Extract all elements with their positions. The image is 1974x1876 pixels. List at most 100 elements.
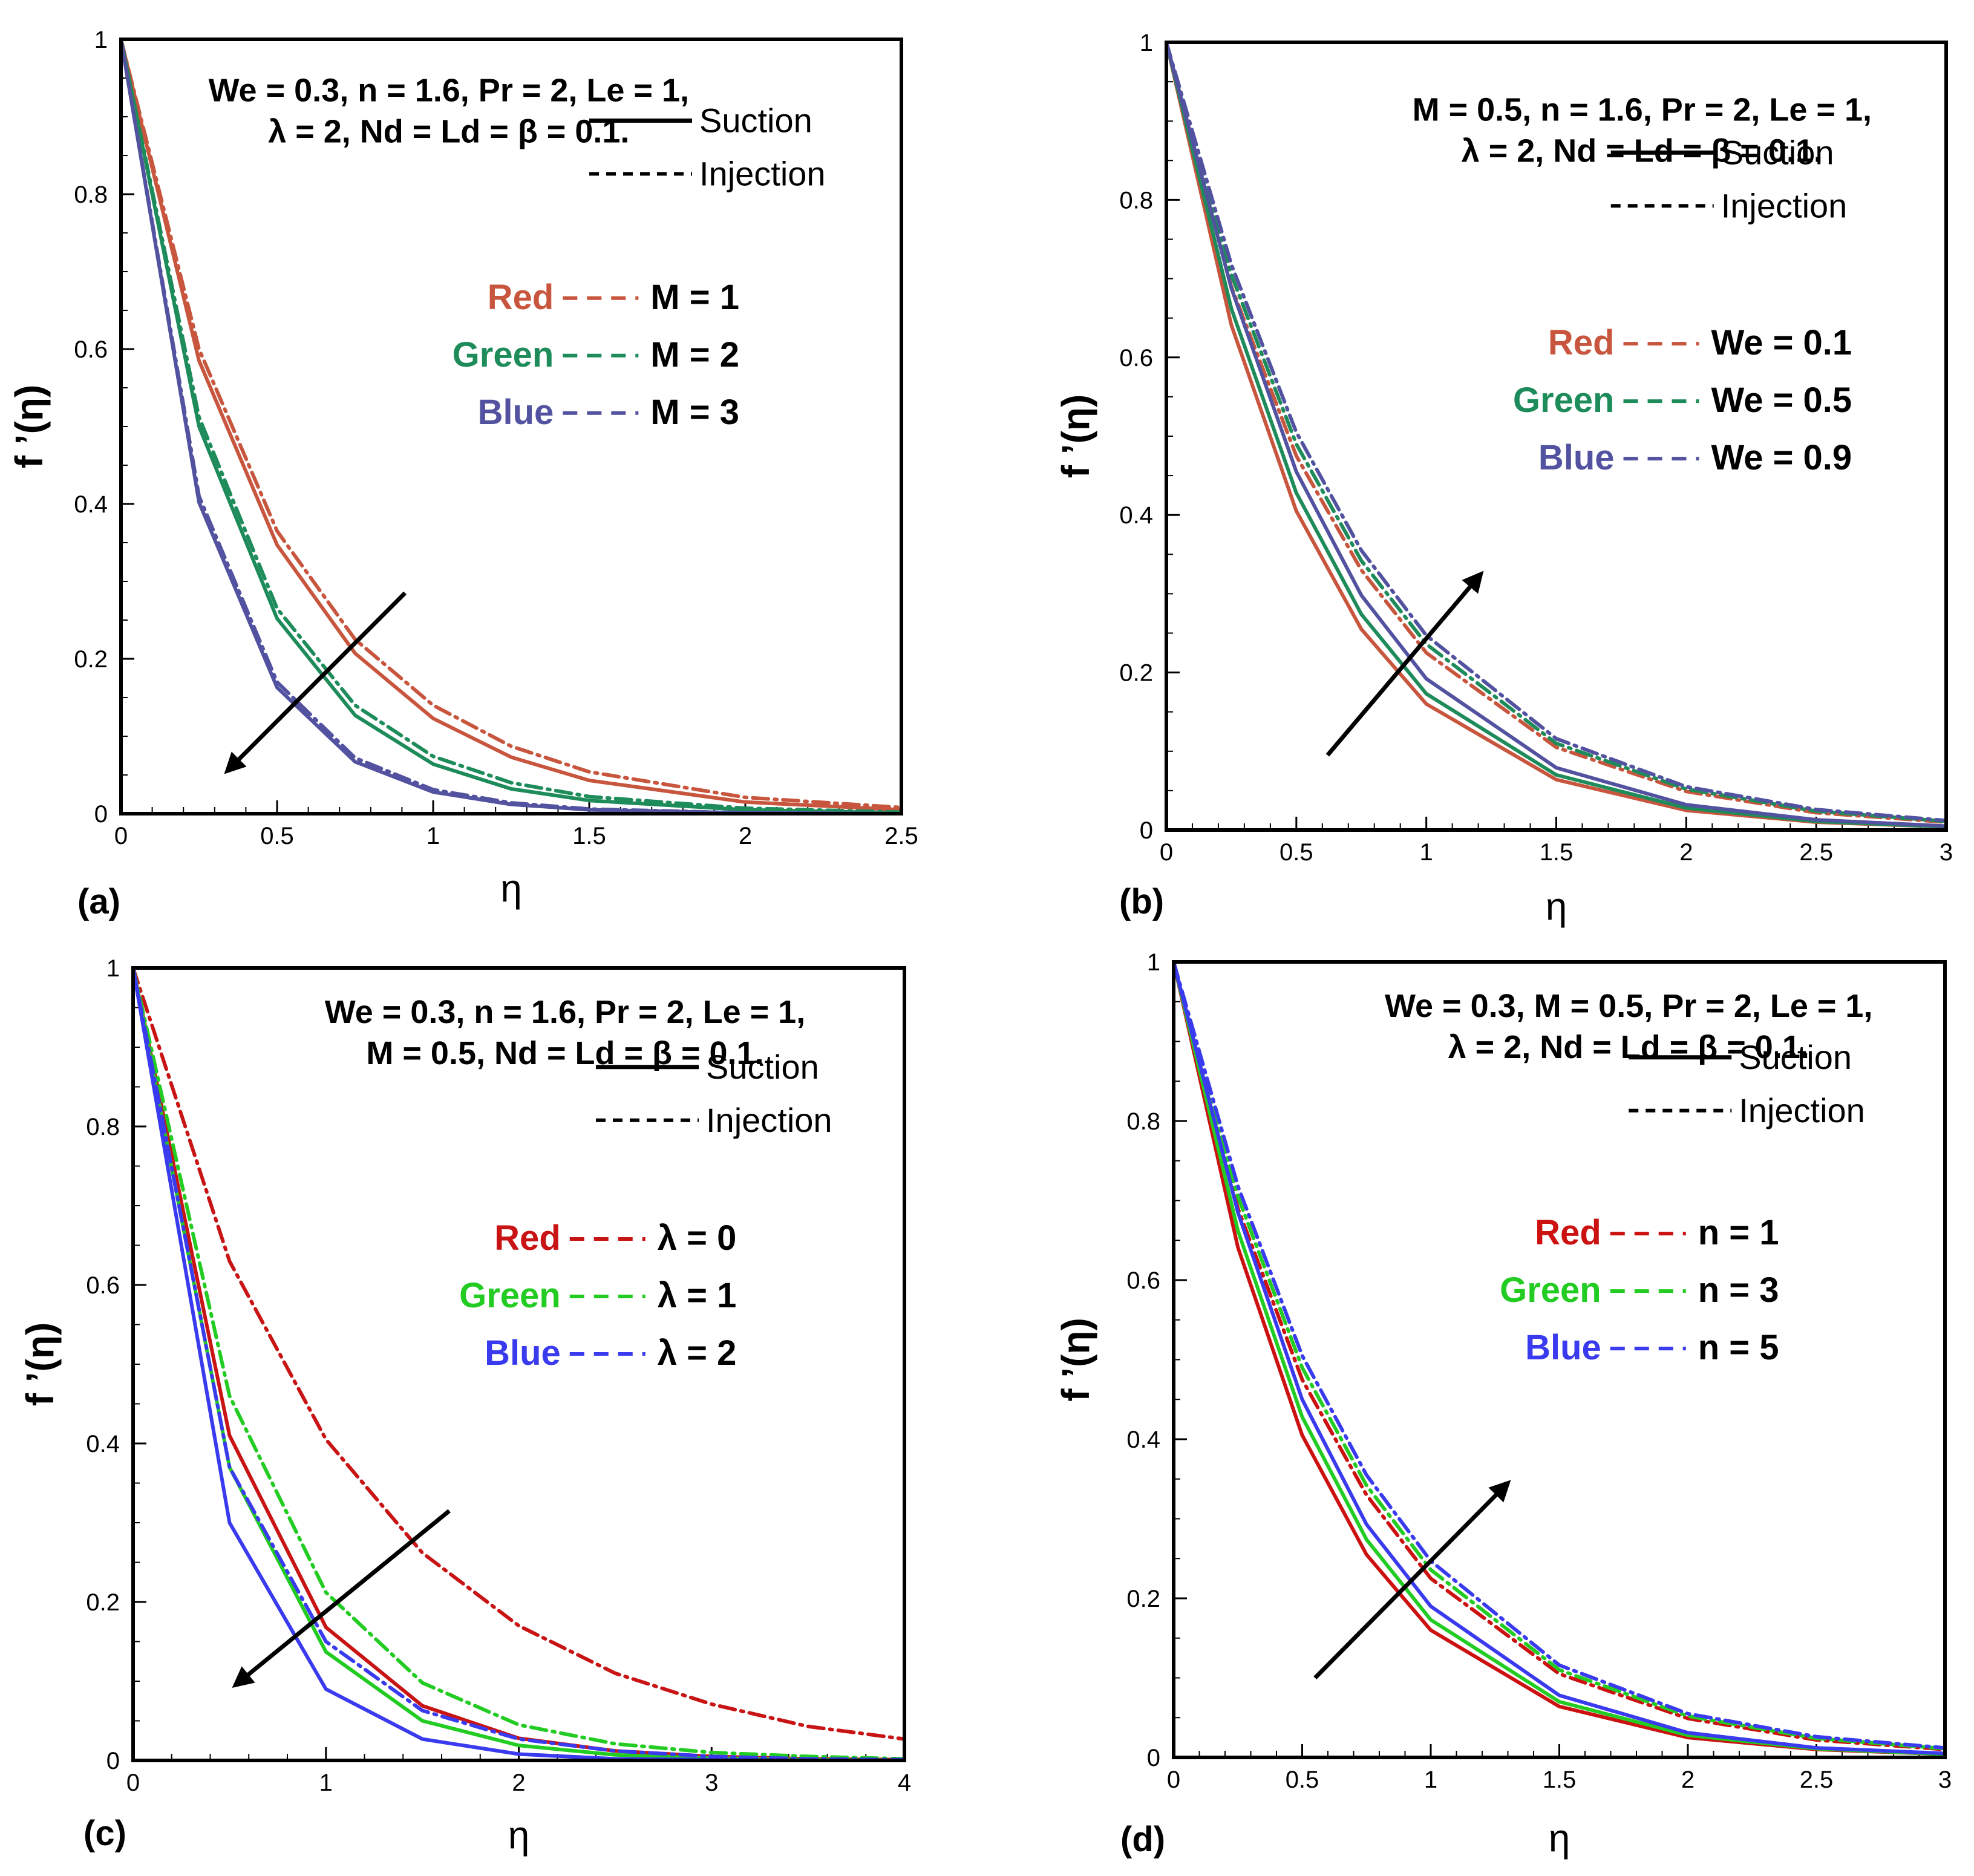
plot-frame xyxy=(1165,41,1948,832)
y-axis-label: f ’(η) xyxy=(1054,1318,1097,1402)
legend-param-label: λ = 1 xyxy=(658,1276,737,1315)
series-line-m-1-injection xyxy=(121,39,901,809)
x-axis-label: η xyxy=(1546,884,1567,928)
x-tick-label: 0 xyxy=(126,1770,140,1796)
parameter-text: We = 0.3, n = 1.6, Pr = 2, Le = 1, xyxy=(209,73,689,109)
panel-label: (c) xyxy=(83,1814,126,1853)
legend-param-label: We = 0.1 xyxy=(1711,323,1852,362)
x-tick-label: 0.5 xyxy=(260,823,294,849)
y-tick-label: 1 xyxy=(106,955,120,982)
legend-param-label: n = 5 xyxy=(1698,1328,1779,1367)
series-group xyxy=(1174,962,1945,1756)
y-tick-label: 0.4 xyxy=(1119,502,1153,529)
legend-color-name: Blue xyxy=(1538,438,1615,477)
y-tick-label: 0.2 xyxy=(1126,1586,1160,1612)
legend-label-injection: Injection xyxy=(706,1101,832,1139)
panel-c: 0 1 2 3 4 0 0.2 0.4 0.6 0.8 1 η f ’(η) (c) We = 0.3, n… xyxy=(18,955,911,1857)
series-line-we-0-5-suction xyxy=(1166,42,1946,829)
legend-label-suction: Suction xyxy=(1721,133,1834,171)
series-line-n-5-suction xyxy=(1174,962,1945,1756)
x-tick-label: 1 xyxy=(427,823,440,849)
y-tick-label: 1 xyxy=(1140,30,1153,56)
series-group xyxy=(1166,42,1946,829)
legend-param-label: n = 1 xyxy=(1698,1213,1779,1252)
series-line-we-0-9-injection xyxy=(1166,42,1946,823)
panel-label: (d) xyxy=(1120,1820,1165,1859)
y-axis-label: f ’(η) xyxy=(18,1322,62,1407)
y-tick-label: 0.4 xyxy=(1126,1427,1160,1453)
x-tick-label: 0.5 xyxy=(1280,839,1313,866)
trend-arrow xyxy=(1325,570,1484,757)
x-tick-label: 2.5 xyxy=(884,823,918,849)
series-line-we-0-9-suction xyxy=(1166,42,1946,828)
legend-color-name: Red xyxy=(1535,1213,1601,1252)
series-line-m-1-suction xyxy=(121,39,901,812)
y-tick-label: 0.2 xyxy=(86,1589,120,1616)
legend-color-name: Red xyxy=(1548,323,1615,362)
panel-a: 0 0.5 1 1.5 2 2.5 0 0.2 0.4 0.6 0.8 1 η f ’(η) (a) We =… xyxy=(7,27,918,921)
y-tick-label: 0.8 xyxy=(1119,187,1153,214)
series-line-m-2-injection xyxy=(121,39,901,814)
series-line-m-2-suction xyxy=(121,39,901,814)
x-tick-label: 1 xyxy=(1424,1767,1437,1793)
x-tick-label: 0.5 xyxy=(1286,1767,1319,1793)
legend-color-name: Blue xyxy=(478,393,554,432)
series-line-n-3-injection xyxy=(1174,962,1945,1751)
y-tick-label: 0 xyxy=(1140,817,1153,844)
y-tick-label: 0.4 xyxy=(74,491,108,518)
y-tick-label: 0.8 xyxy=(74,181,108,208)
x-tick-label: 1 xyxy=(1420,839,1433,866)
legend-label-suction: Suction xyxy=(706,1048,819,1086)
legend-param-label: We = 0.9 xyxy=(1711,438,1852,477)
series-line-n-1-injection xyxy=(1174,962,1945,1751)
y-tick-label: 0.8 xyxy=(1126,1108,1160,1135)
legend-color-name: Red xyxy=(488,278,554,317)
legend-label-injection: Injection xyxy=(1739,1091,1865,1129)
legend-param-label: λ = 2 xyxy=(658,1333,737,1373)
series-line--0-injection xyxy=(133,968,904,1741)
x-tick-label: 2 xyxy=(1679,839,1693,866)
legend-color-name: Green xyxy=(459,1276,561,1315)
panel-b: 0 0.5 1 1.5 2 2.5 3 0 0.2 0.4 0.6 0.8 1 η f ’(η) (b) M =… xyxy=(1054,30,1953,928)
trend-arrow xyxy=(1313,1480,1511,1679)
x-tick-label: 3 xyxy=(705,1770,718,1796)
plot-frame xyxy=(119,38,903,815)
parameter-text: M = 0.5, Nd = Ld = β = 0.1. xyxy=(366,1035,763,1071)
x-tick-label: 2.5 xyxy=(1799,839,1833,866)
y-tick-label: 0.2 xyxy=(74,646,108,673)
x-tick-label: 4 xyxy=(898,1770,911,1796)
legend-param-label: n = 3 xyxy=(1698,1270,1779,1310)
y-tick-label: 0.6 xyxy=(86,1272,120,1299)
legend-label-injection: Injection xyxy=(699,154,826,192)
legend-label-suction: Suction xyxy=(699,101,812,139)
trend-arrow xyxy=(224,591,407,774)
legend-param-label: M = 1 xyxy=(650,278,739,317)
panel-label: (a) xyxy=(77,882,120,921)
x-tick-label: 2.5 xyxy=(1800,1767,1834,1793)
plot-frame xyxy=(1172,960,1947,1759)
x-tick-label: 2 xyxy=(739,823,752,849)
y-axis-label: f ’(η) xyxy=(1054,394,1097,479)
trend-arrow xyxy=(232,1509,451,1688)
legend-color-name: Green xyxy=(1513,381,1615,420)
legend-label-injection: Injection xyxy=(1721,186,1848,224)
y-tick-label: 0.4 xyxy=(86,1431,120,1457)
y-tick-label: 1 xyxy=(1147,949,1160,976)
legend-param-label: M = 2 xyxy=(650,335,739,374)
parameter-text: We = 0.3, M = 0.5, Pr = 2, Le = 1, xyxy=(1385,988,1872,1024)
legend-color-name: Green xyxy=(453,335,554,374)
parameter-text: λ = 2, Nd = Ld = β = 0.1. xyxy=(268,114,629,150)
x-tick-label: 1 xyxy=(319,1770,333,1796)
x-tick-label: 0 xyxy=(114,823,128,849)
x-axis-label: η xyxy=(1549,1816,1570,1860)
series-line--2-injection xyxy=(133,968,904,1760)
legend-color-name: Blue xyxy=(485,1333,561,1373)
panel-d: 0 0.5 1 1.5 2 2.5 3 0 0.2 0.4 0.6 0.8 1 η f ’(η) (d) We … xyxy=(1054,949,1952,1860)
y-tick-label: 0.2 xyxy=(1119,660,1153,687)
x-tick-label: 0 xyxy=(1160,839,1173,866)
y-tick-label: 0 xyxy=(1147,1745,1160,1771)
y-tick-label: 0.8 xyxy=(86,1114,120,1140)
x-tick-label: 1.5 xyxy=(1543,1767,1577,1793)
